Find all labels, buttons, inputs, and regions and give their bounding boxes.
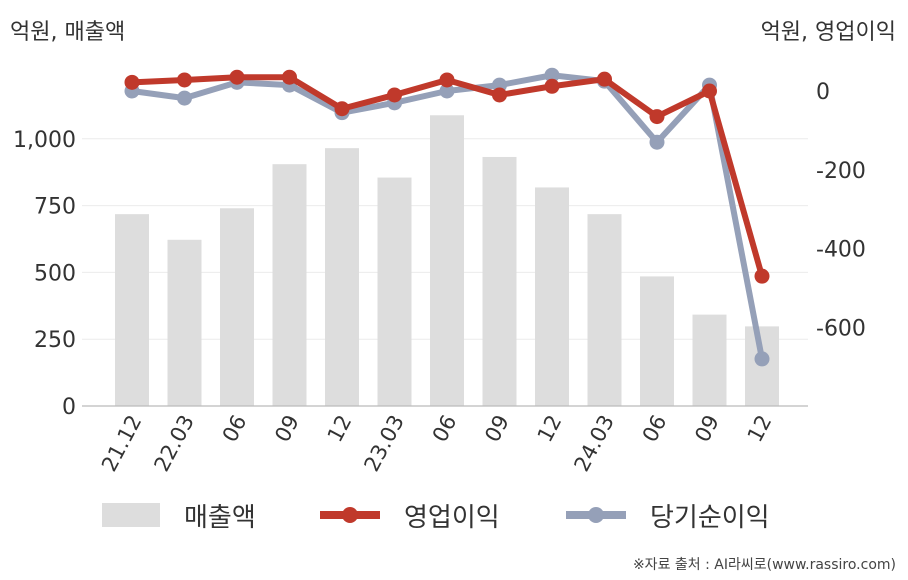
x-axis-ticks: 21.12 22.03 06 09 12 23.03 06 09 12 24.03 06 09 12: [97, 411, 776, 475]
left-axis-unit: 억원, 매출액: [10, 20, 126, 45]
point-net-income: [754, 351, 770, 367]
point-operating-profit: [754, 268, 770, 284]
x-tick-label: 06: [638, 411, 672, 446]
left-tick-label: 500: [34, 261, 76, 286]
bar-sales: [482, 156, 517, 406]
x-tick-label: 12: [743, 411, 777, 446]
x-tick-label: 23.03: [359, 411, 408, 475]
x-tick-label: 09: [690, 411, 724, 446]
point-operating-profit: [544, 78, 560, 94]
legend-label-operating-profit: 영업이익: [404, 502, 500, 533]
point-operating-profit: [229, 69, 245, 85]
bar-sales: [325, 148, 359, 407]
point-net-income: [544, 67, 560, 83]
point-operating-profit: [177, 72, 192, 88]
legend-swatch-sales: [102, 503, 160, 527]
legend-item-net-income: 당기순이익: [566, 493, 770, 537]
point-operating-profit: [334, 101, 350, 117]
left-axis-ticks: 0 250 500 750 1,000: [13, 128, 76, 420]
right-axis-ticks: 0 -200 -400 -600: [816, 80, 866, 341]
right-tick-label: 0: [816, 80, 830, 105]
point-operating-profit: [282, 69, 297, 85]
point-net-income: [649, 134, 665, 150]
point-operating-profit: [492, 87, 507, 103]
point-operating-profit: [387, 87, 402, 103]
right-tick-label: -200: [816, 159, 866, 184]
line-series: [124, 67, 770, 367]
x-tick-label: 12: [533, 411, 567, 446]
legend-label-sales: 매출액: [184, 502, 256, 533]
point-net-income: [439, 83, 455, 99]
left-tick-label: 750: [34, 195, 76, 220]
bar-sales: [430, 115, 464, 406]
right-tick-label: -600: [816, 316, 866, 341]
legend: 매출액 영업이익 당기순이익: [0, 493, 908, 537]
left-tick-label: 0: [62, 395, 76, 420]
x-tick-label: 06: [218, 411, 252, 446]
combo-chart: 0 250 500 750 1,000 0 -200 -400 -600 21.12 22.03…: [13, 67, 866, 475]
x-tick-label: 09: [270, 411, 304, 446]
bar-series-sales: [115, 115, 779, 407]
x-tick-label: 24.03: [569, 411, 618, 475]
bar-sales: [220, 208, 254, 406]
bar-sales: [535, 187, 569, 406]
point-net-income: [177, 90, 192, 106]
x-tick-label: 06: [428, 411, 462, 446]
legend-item-sales: 매출액: [102, 493, 256, 537]
x-tick-label: 21.12: [97, 411, 146, 475]
left-tick-label: 1,000: [13, 128, 76, 153]
point-operating-profit: [649, 109, 665, 125]
x-tick-label: 22.03: [149, 411, 198, 475]
bar-sales: [115, 214, 149, 406]
bar-sales: [640, 276, 674, 406]
right-tick-label: -400: [816, 238, 866, 263]
x-tick-label: 12: [323, 411, 357, 446]
bar-sales: [272, 164, 307, 406]
bar-sales: [587, 214, 622, 406]
bar-sales: [167, 239, 202, 406]
legend-item-operating-profit: 영업이익: [320, 493, 500, 537]
point-operating-profit: [439, 72, 455, 88]
legend-swatch-operating-profit: [320, 503, 380, 527]
bar-sales: [692, 314, 727, 406]
point-operating-profit: [702, 83, 717, 99]
point-operating-profit: [597, 71, 612, 87]
legend-label-net-income: 당기순이익: [650, 502, 770, 533]
bar-sales: [377, 177, 412, 406]
legend-swatch-net-income: [566, 503, 626, 527]
source-credit: ※자료 출처 : AI라씨로(www.rassiro.com): [632, 557, 896, 573]
left-tick-label: 250: [34, 328, 76, 353]
right-axis-unit: 억원, 영업이익: [760, 20, 896, 45]
point-operating-profit: [124, 74, 140, 90]
x-tick-label: 09: [480, 411, 514, 446]
